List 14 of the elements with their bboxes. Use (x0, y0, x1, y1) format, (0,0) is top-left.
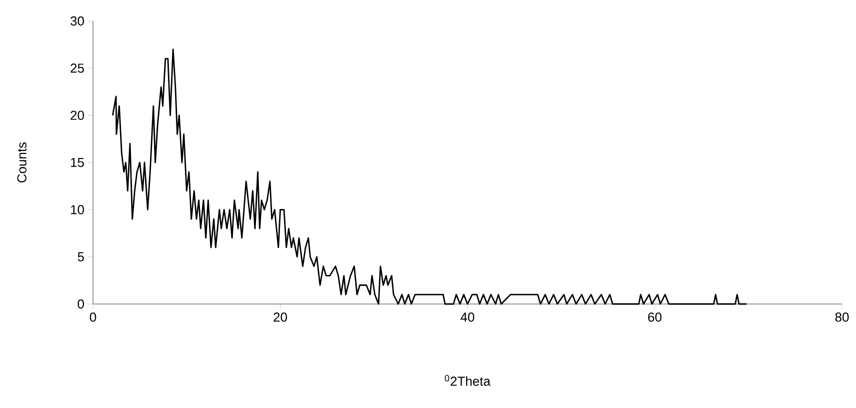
y-tick-label: 10 (71, 205, 84, 214)
y-tick-label: 30 (70, 16, 84, 26)
x-tick-label: 20 (274, 312, 287, 322)
x-axis-title: $^{0}$2Theta (444, 374, 491, 386)
x-tick-label: 80 (835, 312, 849, 322)
x-tick-label: 0 (90, 312, 96, 322)
y-tick-label: 0 (78, 299, 84, 309)
y-tick-label: 25 (70, 64, 84, 73)
y-tick-label: 5 (78, 252, 84, 262)
y-tick-label: 20 (70, 110, 84, 120)
x-tick-label: 60 (648, 312, 662, 322)
y-axis-title: Counts (17, 142, 26, 182)
x-tick-label: 40 (460, 312, 474, 322)
y-tick-label: 15 (71, 158, 84, 168)
